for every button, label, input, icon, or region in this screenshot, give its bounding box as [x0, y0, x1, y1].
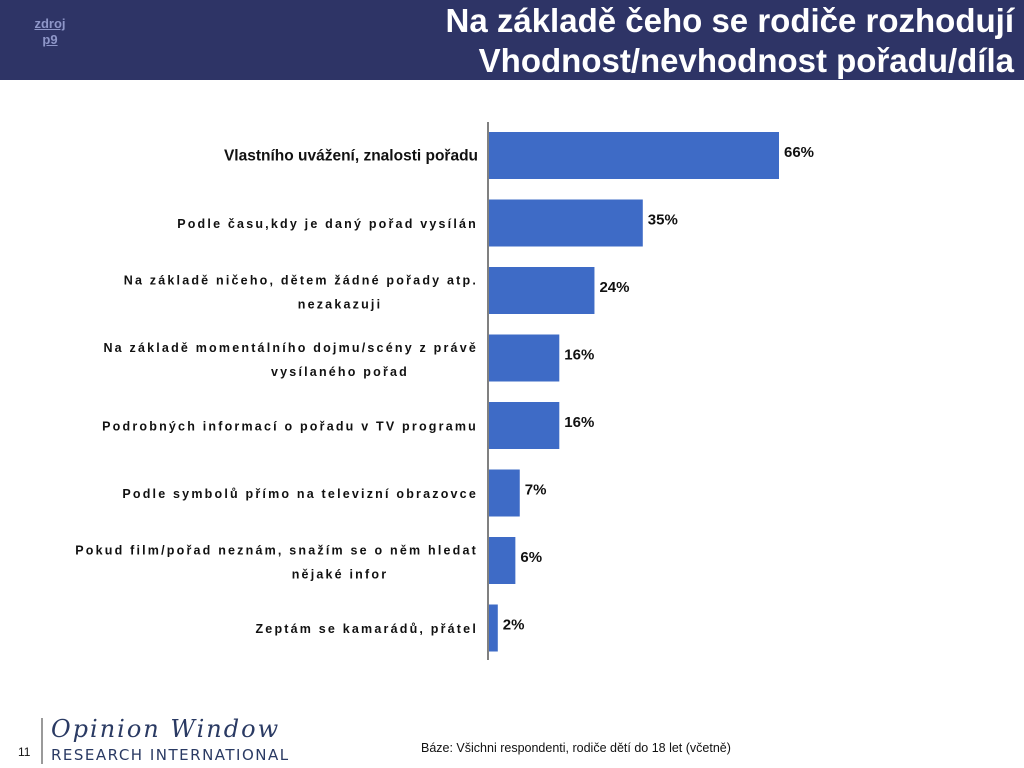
bar — [489, 199, 643, 247]
bar — [489, 132, 779, 179]
bar — [489, 334, 560, 382]
data-label: 35% — [648, 212, 678, 229]
data-label: 24% — [599, 279, 629, 296]
bar — [489, 537, 516, 584]
data-label: 16% — [564, 347, 594, 364]
data-label: 16% — [564, 414, 594, 431]
bar — [489, 469, 520, 517]
category-label: Podle symbolů přímo na televizní obrazov… — [122, 487, 478, 501]
data-label: 7% — [525, 482, 547, 499]
source-link[interactable]: zdroj p9 — [34, 16, 66, 47]
category-label: Vlastního uvážení, znalosti pořadu — [224, 148, 478, 165]
category-label: Na základě ničeho, dětem žádné pořady at… — [124, 274, 478, 312]
category-label: Na základě momentálního dojmu/scény z pr… — [103, 341, 478, 379]
slide-title: Na základě čeho se rodiče rozhodují — [445, 2, 1015, 39]
base-note: Báze: Všichni respondenti, rodiče dětí d… — [421, 741, 731, 755]
category-label: Podrobných informací o pořadu v TV progr… — [102, 420, 478, 434]
logo-research-international: RESEARCH INTERNATIONAL — [51, 746, 290, 764]
bar — [489, 267, 595, 314]
bar — [489, 604, 498, 652]
header-bar: zdroj p9 Na základě čeho se rodiče rozho… — [0, 0, 1024, 80]
slide-subtitle: Vhodnost/nevhodnost pořadu/díla — [478, 42, 1014, 79]
logo-opinion-window: Opinion Window — [51, 715, 281, 743]
data-label: 2% — [503, 617, 525, 634]
category-label: Pokud film/pořad neznám, snažím se o něm… — [75, 544, 478, 582]
page-number: 11 — [18, 745, 31, 759]
category-label: Zeptám se kamarádů, přátel — [255, 622, 478, 636]
data-label: 6% — [520, 549, 542, 566]
bar — [489, 402, 560, 449]
category-label: Podle času,kdy je daný pořad vysílán — [177, 217, 478, 231]
logo-divider — [41, 718, 43, 764]
data-label: 66% — [784, 144, 814, 161]
